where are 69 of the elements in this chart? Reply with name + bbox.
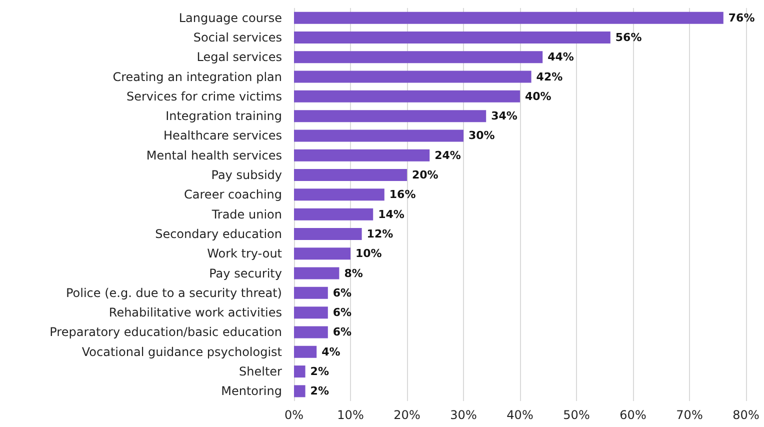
data-label: 10% — [356, 247, 382, 260]
bar — [294, 248, 350, 260]
data-label: 6% — [332, 286, 352, 300]
bar — [294, 267, 340, 280]
y-tick-label: Police (e.g. due to a security threat) — [66, 286, 282, 300]
bar — [294, 188, 384, 201]
y-tick-label: Work try-out — [207, 246, 282, 261]
bar — [294, 90, 520, 102]
x-tick-label: 0% — [284, 408, 304, 422]
x-tick-label: 20% — [394, 408, 420, 422]
bar — [294, 366, 306, 378]
x-tick-label: 40% — [506, 408, 534, 422]
bar — [294, 12, 724, 24]
bar — [294, 385, 306, 398]
data-label: 24% — [434, 148, 461, 162]
data-label: 4% — [322, 345, 340, 358]
y-tick-label: Social services — [193, 30, 282, 44]
data-label: 6% — [332, 306, 352, 320]
y-tick-label: Healthcare services — [164, 128, 282, 143]
bar — [294, 149, 430, 162]
y-tick-label: Integration training — [166, 109, 282, 124]
bar — [294, 31, 610, 44]
y-tick-label: Preparatory education/basic education — [50, 325, 282, 340]
data-label: 40% — [525, 90, 552, 103]
x-tick-label: 60% — [620, 408, 646, 422]
bar — [294, 286, 328, 299]
bar — [294, 306, 328, 319]
x-tick-label: 50% — [563, 408, 590, 422]
y-tick-label: Mental health services — [146, 148, 282, 162]
data-label: 30% — [468, 129, 495, 142]
data-label: 2% — [310, 384, 329, 398]
x-tick-label: 70% — [676, 408, 703, 422]
bar — [294, 228, 362, 240]
bar — [294, 169, 407, 182]
y-tick-label: Mentoring — [221, 384, 282, 398]
bar — [294, 346, 317, 358]
data-label: 20% — [412, 168, 438, 182]
bar — [294, 51, 543, 64]
y-tick-label: Secondary education — [155, 226, 282, 241]
y-tick-label: Legal services — [196, 50, 282, 64]
x-tick-label: 10% — [337, 408, 364, 422]
x-tick-label: 30% — [450, 408, 477, 422]
data-label: 12% — [366, 227, 394, 240]
y-tick-label: Language course — [178, 10, 282, 25]
y-tick-label: Pay subsidy — [211, 168, 282, 182]
y-tick-label: Trade union — [210, 207, 282, 222]
y-tick-label: Shelter — [239, 364, 282, 379]
data-label: 56% — [615, 30, 642, 44]
y-tick-label: Career coaching — [184, 188, 282, 202]
bar — [294, 70, 532, 83]
data-label: 76% — [728, 11, 755, 24]
y-tick-label: Pay security — [209, 266, 282, 280]
data-label: 34% — [491, 110, 518, 123]
data-label: 6% — [332, 326, 352, 339]
y-tick-label: Rehabilitative work activities — [108, 306, 282, 320]
x-tick-label: 80% — [732, 408, 760, 422]
bar — [294, 130, 464, 142]
data-label: 8% — [344, 266, 363, 280]
bar — [294, 110, 486, 122]
data-label: 42% — [536, 70, 563, 84]
bar — [294, 208, 374, 220]
data-label: 14% — [378, 208, 404, 221]
y-tick-label: Vocational guidance psychologist — [82, 344, 282, 359]
data-label: 16% — [389, 188, 416, 202]
bar — [294, 326, 328, 338]
y-tick-label: Services for crime victims — [126, 89, 282, 104]
data-label: 2% — [310, 365, 329, 378]
y-tick-label: Creating an integration plan — [112, 70, 282, 84]
data-label: 44% — [548, 50, 574, 64]
